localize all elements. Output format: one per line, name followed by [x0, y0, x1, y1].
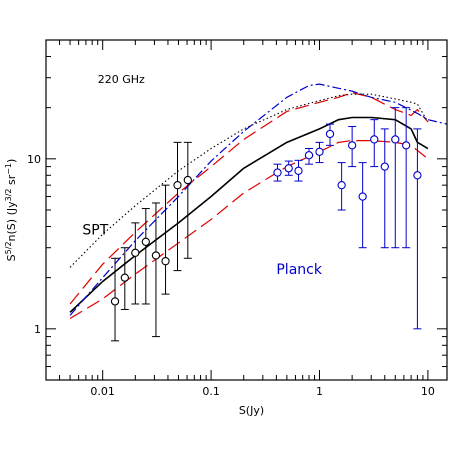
x-tick-label: 0.01 — [90, 385, 115, 398]
y-tick-label: 10 — [27, 153, 41, 166]
planck-marker — [294, 166, 303, 175]
planck-point-14 — [413, 128, 422, 330]
planck-point-13 — [402, 107, 411, 249]
spt-point-8 — [183, 141, 192, 259]
planck-marker — [402, 141, 411, 150]
planck-marker — [273, 168, 282, 177]
spt-point-2 — [120, 247, 129, 310]
spt-marker — [183, 175, 192, 185]
planck-marker — [337, 181, 346, 190]
x-tick-label: 1 — [316, 385, 323, 398]
planck-point-5 — [315, 141, 324, 164]
plot-axes — [45, 39, 448, 381]
planck-label: Planck — [276, 262, 322, 278]
plot-frame — [45, 39, 448, 381]
spt-point-5 — [151, 202, 161, 338]
spt-marker — [161, 257, 170, 266]
spt-marker — [141, 237, 150, 246]
planck-marker — [347, 141, 357, 150]
spt-point-6 — [161, 184, 170, 295]
planck-point-7 — [337, 162, 346, 211]
spt-point-3 — [131, 222, 140, 305]
planck-point-2 — [284, 160, 293, 176]
spt-marker — [110, 297, 120, 306]
planck-point-8 — [347, 125, 357, 168]
planck-point-1 — [273, 163, 282, 182]
spt-marker — [131, 248, 140, 257]
planck-marker — [413, 171, 422, 180]
planck-marker — [391, 135, 400, 144]
planck-marker — [380, 162, 389, 171]
x-axis-label: S(Jy) — [239, 404, 264, 417]
planck-point-4 — [304, 148, 314, 165]
frequency-label: 220 GHz — [98, 73, 145, 86]
planck-point-10 — [370, 119, 379, 168]
x-tick-label: 0.1 — [202, 385, 220, 398]
spt-marker — [151, 251, 161, 260]
data-points — [110, 107, 422, 342]
planck-marker — [304, 151, 314, 160]
planck-point-3 — [294, 159, 303, 182]
spt-marker — [120, 273, 129, 282]
planck-marker — [315, 147, 324, 156]
model-curve-2 — [69, 140, 429, 320]
planck-point-12 — [391, 107, 400, 249]
planck-marker — [284, 164, 293, 173]
model-curve-5 — [69, 93, 429, 268]
planck-marker — [325, 129, 335, 139]
spt-point-1 — [110, 257, 120, 342]
planck-marker — [358, 192, 367, 201]
x-tick-label: 10 — [421, 385, 435, 398]
spt-point-7 — [173, 141, 182, 272]
model-curve-3 — [69, 92, 429, 305]
planck-marker — [370, 135, 379, 144]
spt-label: SPT — [82, 222, 108, 238]
planck-point-6 — [325, 123, 335, 146]
spt-point-4 — [141, 208, 150, 305]
y-tick-label: 1 — [34, 323, 41, 336]
chart-text: 0.01 0.1 1 10 1 10 S(Jy) S5/2n(S) (Jy3/2 sr−1) 2… — [4, 73, 435, 417]
spt-marker — [173, 181, 182, 190]
y-axis-label: S5/2n(S) (Jy3/2 sr−1) — [4, 159, 18, 262]
model-curves — [69, 83, 447, 320]
planck-point-11 — [380, 128, 389, 249]
planck-point-9 — [358, 162, 367, 249]
